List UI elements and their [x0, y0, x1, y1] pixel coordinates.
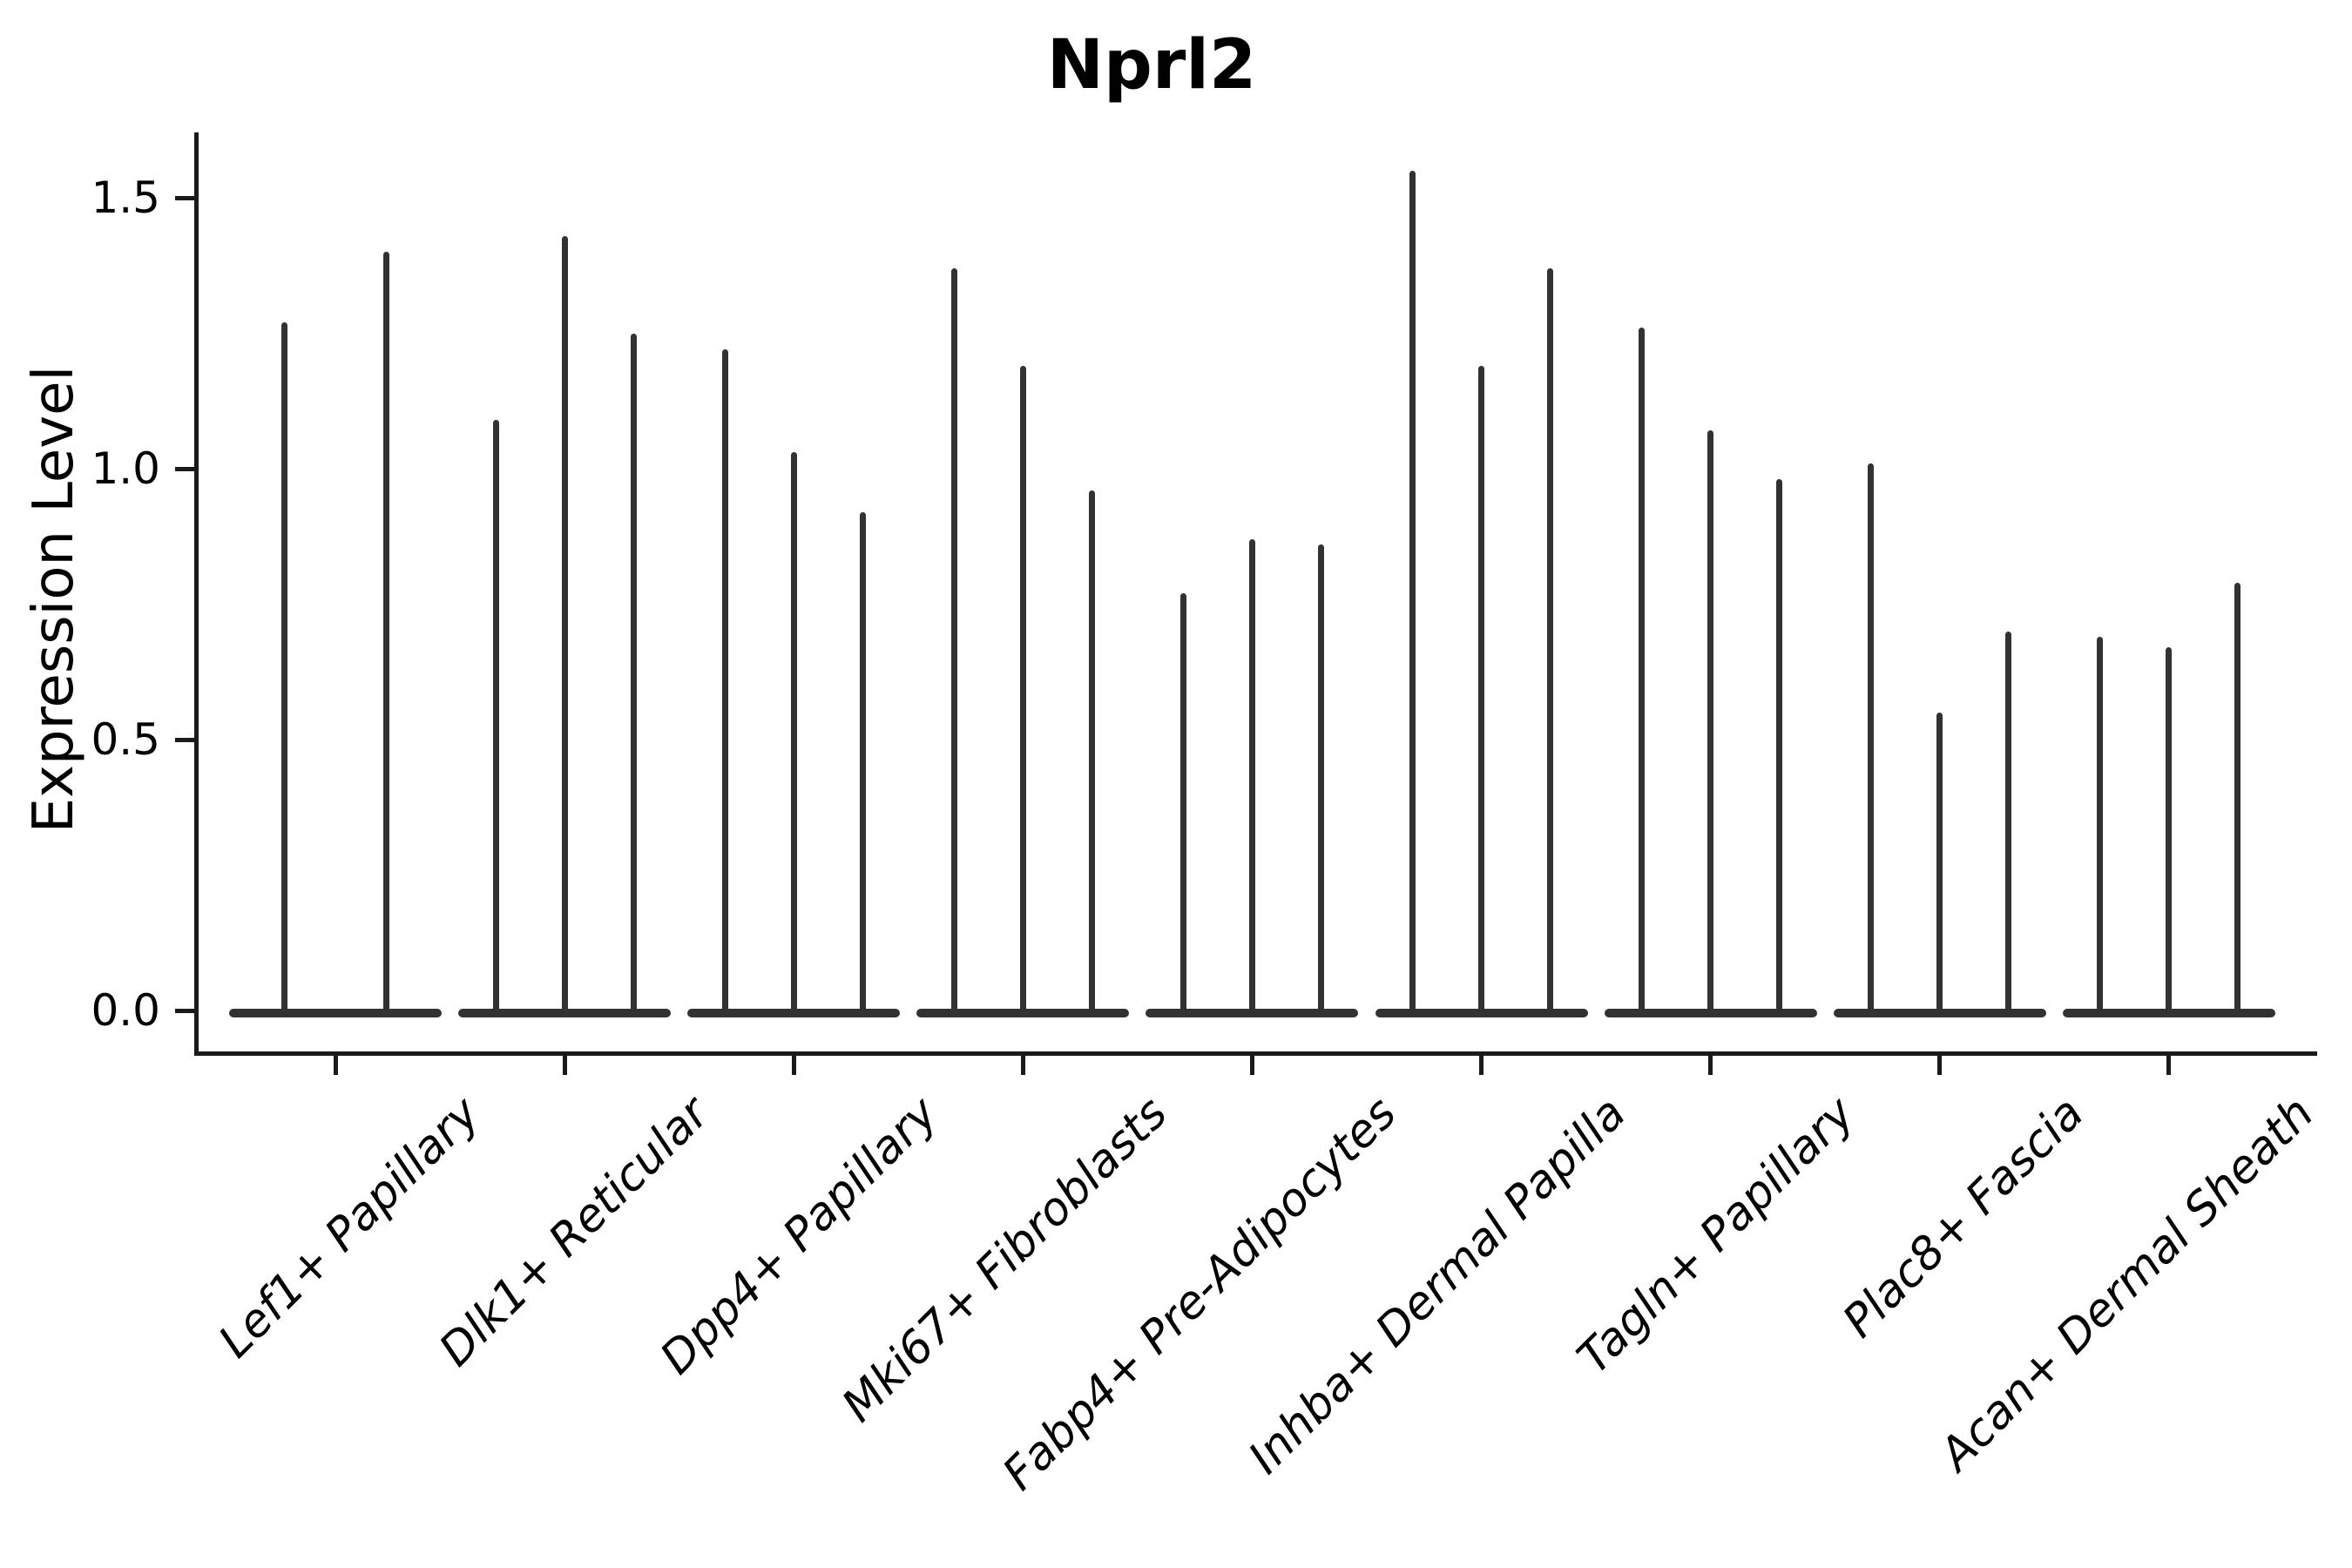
violin-spike [1478, 365, 1484, 1014]
x-axis-tick [1937, 1056, 1943, 1075]
violin-spike [1019, 365, 1026, 1014]
violin-spike [721, 349, 728, 1014]
violin-spike [2097, 636, 2104, 1014]
violin-spike [2234, 582, 2241, 1014]
violin-spike [859, 511, 866, 1014]
x-axis-tick [791, 1056, 796, 1075]
y-axis-tick [175, 195, 194, 200]
x-axis-tick [1249, 1056, 1254, 1075]
chart-title: Nprl2 [1046, 26, 1257, 105]
violin-base [229, 1009, 442, 1017]
violin-spike [1936, 712, 1943, 1014]
x-tick-label: Plac8+ Fascia [1833, 1087, 2095, 1348]
y-axis-tick [175, 1008, 194, 1013]
violin-spike [1547, 267, 1553, 1014]
y-axis-spine [194, 132, 199, 1056]
violin-spike [281, 322, 287, 1014]
y-tick-label: 1.5 [91, 172, 160, 223]
x-axis-tick [333, 1056, 338, 1075]
violin-spike [1639, 328, 1646, 1014]
y-tick-label: 1.0 [91, 443, 160, 494]
violin-spike [790, 452, 797, 1014]
violin-spike [383, 252, 389, 1014]
x-axis-tick [562, 1056, 567, 1075]
x-tick-label: Acan+ Dermal Sheath [1930, 1087, 2324, 1481]
violin-spike [2166, 647, 2173, 1014]
violin-spike [1179, 593, 1186, 1014]
x-axis-tick [1020, 1056, 1025, 1075]
x-axis-spine [194, 1051, 2317, 1056]
x-tick-label: Inhba+ Dermal Papilla [1239, 1087, 1636, 1484]
violin-spike [561, 235, 568, 1014]
violin-spike [1088, 490, 1095, 1014]
violin-spike [950, 267, 957, 1014]
violin-spike [492, 420, 499, 1014]
violin-spike [630, 333, 637, 1014]
x-axis-tick [2166, 1056, 2172, 1075]
violin-spike [1707, 430, 1714, 1014]
x-axis-tick [1708, 1056, 1713, 1075]
violin-spike [1248, 538, 1255, 1014]
y-tick-label: 0.0 [91, 985, 160, 1036]
violin-spike [1317, 544, 1324, 1014]
violin-spike [1409, 170, 1416, 1014]
x-tick-label: Fabp4+ Pre-Adipocytes [993, 1087, 1407, 1501]
y-axis-tick [175, 737, 194, 742]
violin-spike [1776, 479, 1783, 1014]
x-axis-tick [1479, 1056, 1484, 1075]
violin-spike [1868, 463, 1875, 1014]
y-axis-tick [175, 466, 194, 471]
y-axis-label: Expression Level [22, 365, 86, 834]
y-tick-label: 0.5 [91, 714, 160, 765]
violin-spike [2005, 631, 2012, 1014]
